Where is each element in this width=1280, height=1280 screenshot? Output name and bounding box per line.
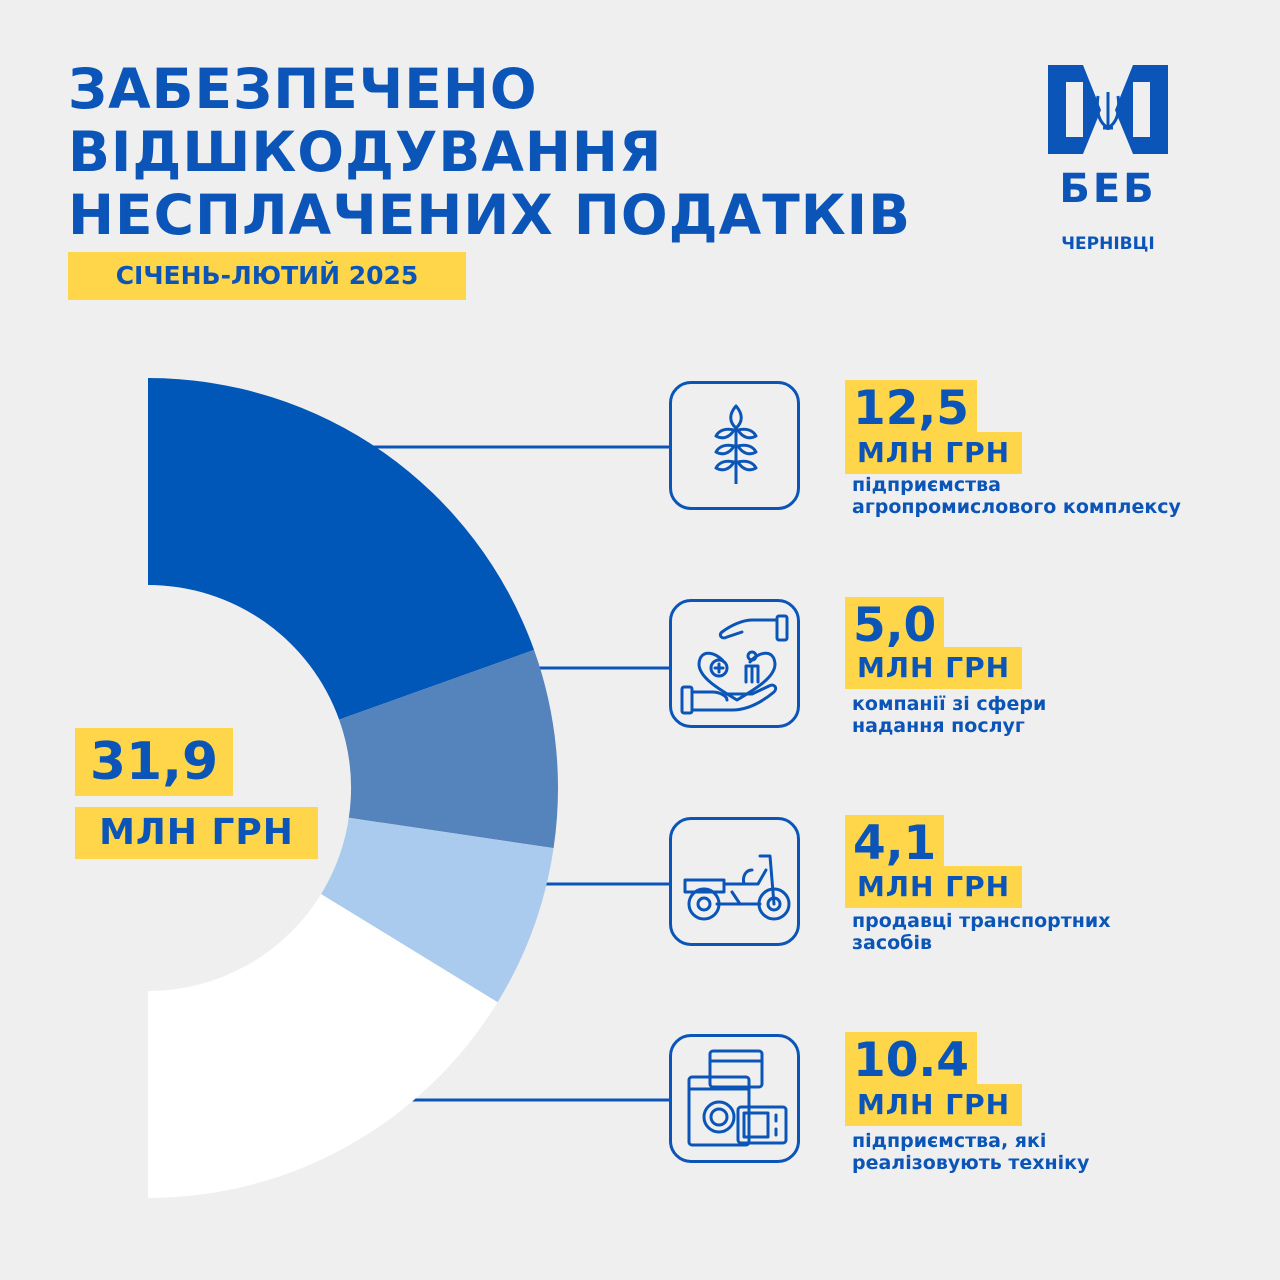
title-line-2: ВІДШКОДУВАННЯ [68,120,663,184]
motorcycle-icon [683,854,791,921]
item-value: 10.4 [845,1032,977,1090]
item-unit: МЛН ГРН [845,1084,1022,1126]
item-description: підприємства агропромислового комплексу [852,474,1252,518]
total-value: 31,9 [75,728,233,796]
appliances-icon [687,1049,788,1147]
item-unit: МЛН ГРН [845,647,1022,689]
page-title: ЗАБЕЗПЕЧЕНО ВІДШКОДУВАННЯ НЕСПЛАЧЕНИХ ПО… [68,58,911,247]
item-description-line: продавці транспортних [852,910,1111,932]
logo-text: БЕБ [1059,166,1157,212]
item-icon-box [669,599,800,728]
donut-slice [148,378,535,720]
item-value: 5,0 [845,597,945,655]
logo-city: ЧЕРНІВЦІ [1061,234,1155,254]
title-line-1: ЗАБЕЗПЕЧЕНО [68,57,538,121]
item-icon-box [669,817,800,946]
period-badge: СІЧЕНЬ-ЛЮТИЙ 2025 [68,252,466,300]
donut-slice [148,894,498,1198]
care-hands-icon [680,614,789,715]
item-description-line: реалізовують техніку [852,1152,1090,1174]
item-unit: МЛН ГРН [845,866,1022,908]
wheat-icon [714,404,758,484]
item-value: 12,5 [845,380,977,438]
item-description-line: підприємства, які [852,1130,1047,1152]
donut-slice [321,817,554,1003]
trident-emblem-icon [1048,65,1168,154]
item-description: підприємства, які реалізовують техніку [852,1130,1252,1174]
item-description-line: підприємства [852,474,1001,496]
item-unit: МЛН ГРН [845,432,1022,474]
item-description-line: агропромислового комплексу [852,496,1181,518]
item-icon-box [669,381,800,510]
total-unit: МЛН ГРН [75,807,318,859]
item-description-line: надання послуг [852,715,1025,737]
title-line-3: НЕСПЛАЧЕНИХ ПОДАТКІВ [68,183,912,247]
item-description: компанії зі сфери надання послуг [852,693,1252,737]
item-description-line: засобів [852,932,932,954]
item-description: продавці транспортних засобів [852,910,1252,954]
item-value: 4,1 [845,815,945,873]
item-description-line: компанії зі сфери [852,693,1047,715]
item-icon-box [669,1034,800,1163]
donut-slice [339,649,559,849]
